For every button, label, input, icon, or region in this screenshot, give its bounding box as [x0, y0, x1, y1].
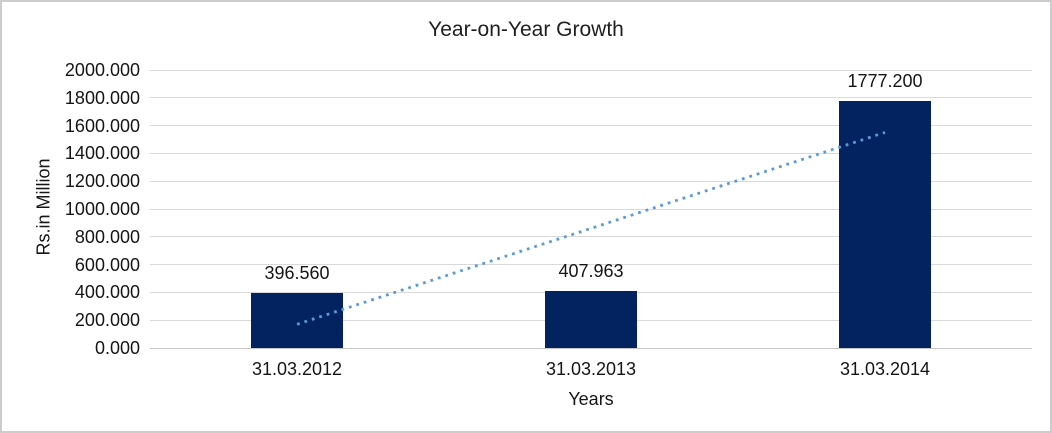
x-axis-line: [150, 347, 1032, 349]
y-axis-tick-label: 1600.000: [64, 115, 140, 136]
gridline: [150, 97, 1032, 99]
y-axis-tick-label: 200.000: [74, 310, 140, 331]
y-axis-tick-label: 600.000: [74, 254, 140, 275]
x-axis-tick-label: 31.03.2013: [545, 359, 637, 379]
x-axis-title: Years: [568, 389, 614, 409]
y-axis-tick-label: 1800.000: [64, 87, 140, 108]
bar-value-label: 396.560: [264, 262, 330, 283]
y-axis-tick-label: 1400.000: [64, 143, 140, 164]
x-axis-tick-label: 31.03.2012: [251, 359, 343, 379]
x-axis-tick-label: 31.03.2014: [839, 359, 931, 379]
bar-value-label: 1777.200: [847, 70, 923, 91]
y-axis-tick-label: 400.000: [74, 282, 140, 303]
chart-title: Year-on-Year Growth: [428, 18, 624, 41]
bar-value-label: 407.963: [558, 261, 624, 282]
y-axis-tick-label: 1000.000: [64, 199, 140, 219]
y-axis-tick-label: 800.000: [74, 226, 140, 247]
gridline: [150, 125, 1032, 127]
bar: [839, 100, 931, 348]
y-axis-tick-label: 2000.000: [64, 60, 140, 80]
gridline: [150, 69, 1032, 71]
bar: [251, 292, 343, 348]
y-axis-tick-label: 0.000: [94, 338, 140, 358]
y-axis-tick-label: 1200.000: [64, 171, 140, 192]
bar: [545, 291, 637, 348]
